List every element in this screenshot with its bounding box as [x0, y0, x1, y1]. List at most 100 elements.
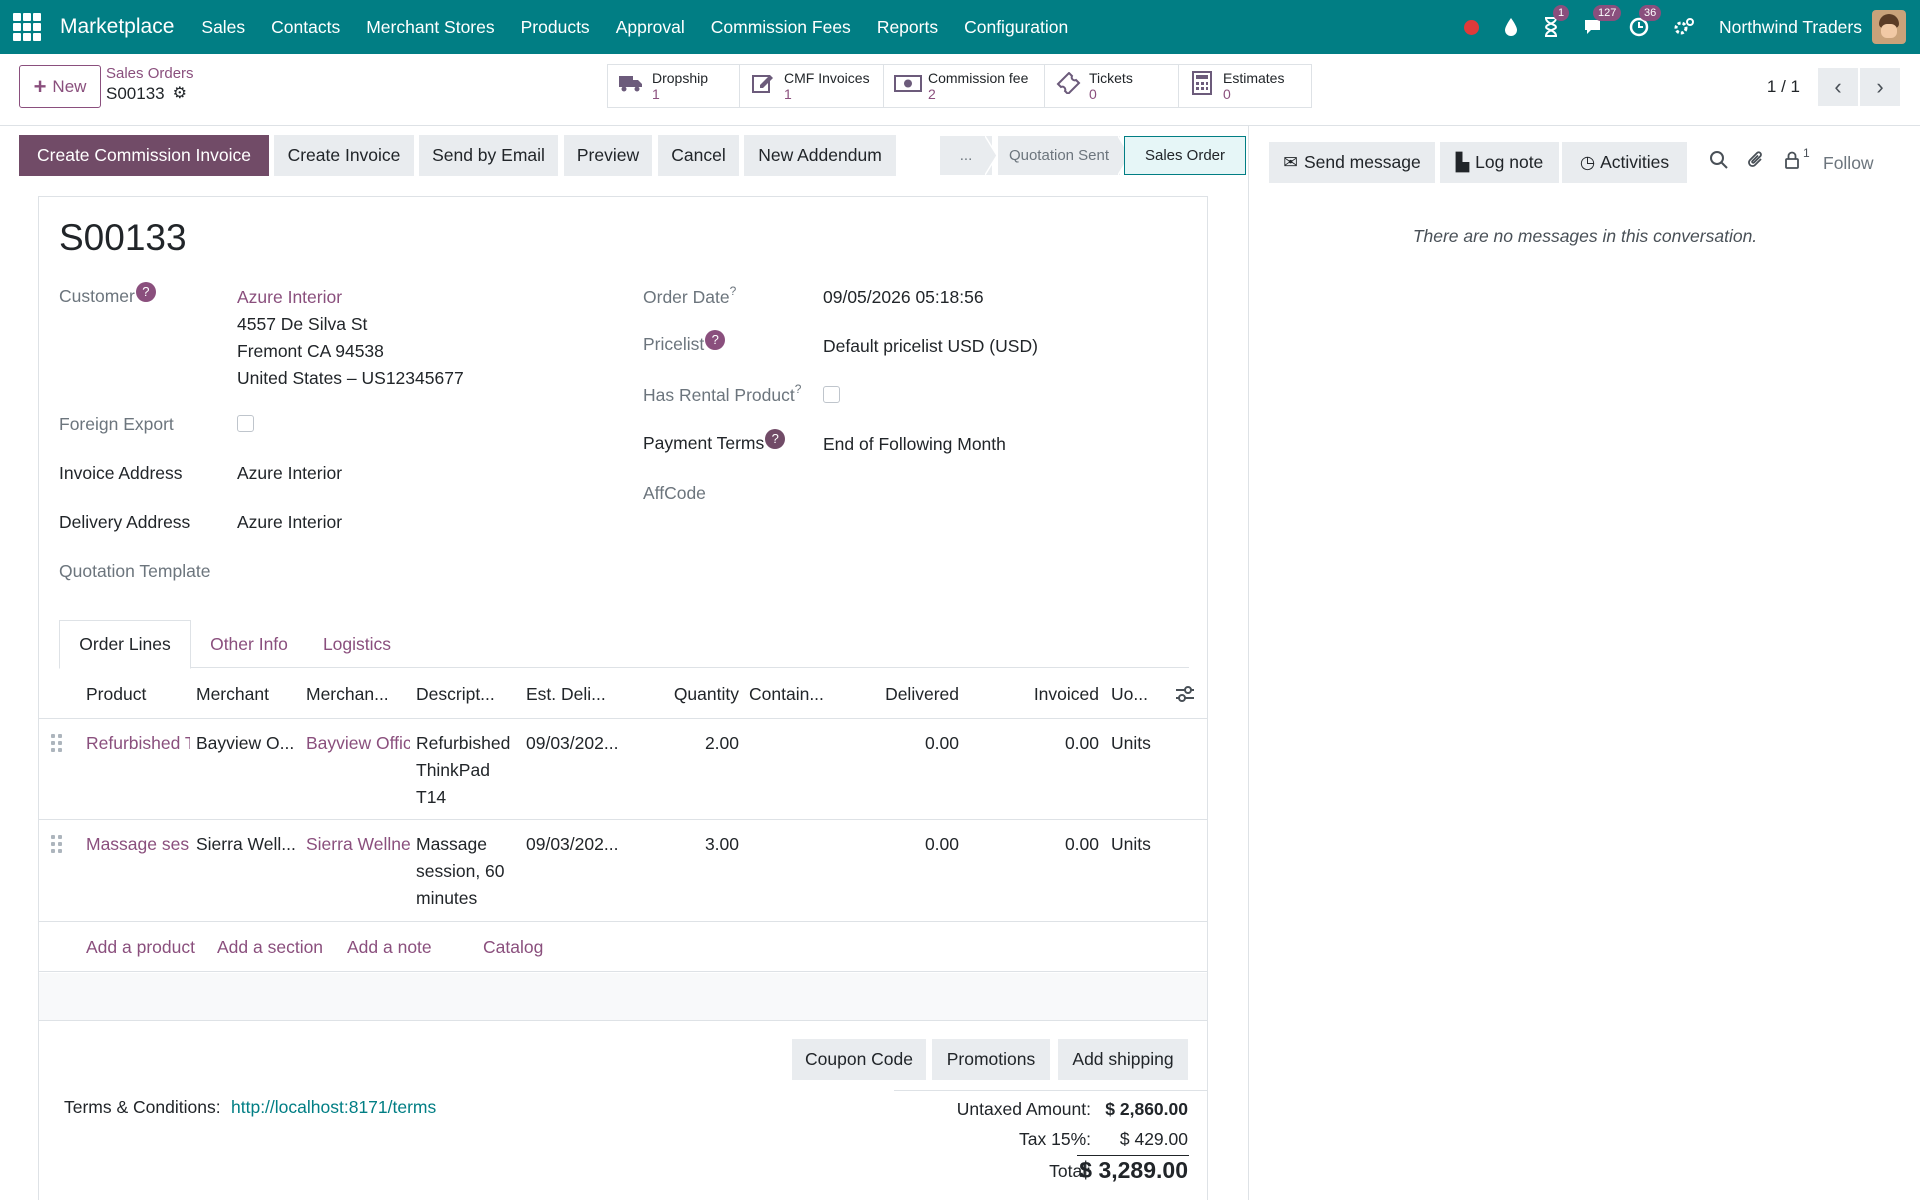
droplet-icon[interactable] — [1503, 17, 1519, 37]
cell-product[interactable]: Refurbished T — [86, 733, 190, 753]
menu-products[interactable]: Products — [520, 16, 590, 37]
activities-button[interactable]: ◷ Activities — [1562, 142, 1687, 183]
cell-description[interactable]: Massage session, 60 minutes — [416, 831, 520, 912]
payment-terms-field[interactable]: End of Following Month — [823, 434, 1006, 454]
add-shipping-button[interactable]: Add shipping — [1058, 1039, 1188, 1080]
cell-uom[interactable]: Units — [1111, 834, 1151, 854]
smart-button-cmf-invoices[interactable]: CMF Invoices 1 — [740, 65, 884, 107]
preview-button[interactable]: Preview — [564, 135, 652, 176]
recording-dot-icon[interactable] — [1464, 19, 1480, 35]
breadcrumb-parent[interactable]: Sales Orders — [106, 65, 194, 82]
cell-uom[interactable]: Units — [1111, 733, 1151, 753]
add-note-link[interactable]: Add a note — [347, 937, 432, 957]
smart-button-tickets[interactable]: Tickets 0 — [1045, 65, 1179, 107]
app-brand[interactable]: Marketplace — [60, 15, 175, 38]
drag-handle-icon[interactable] — [51, 734, 62, 752]
table-row[interactable]: Refurbished T Bayview O... Bayview Offic… — [39, 720, 1207, 820]
cell-product[interactable]: Massage ses — [86, 834, 190, 854]
foreign-export-checkbox[interactable] — [237, 415, 254, 432]
help-icon[interactable]: ? — [729, 284, 737, 298]
cancel-button[interactable]: Cancel — [658, 135, 739, 176]
column-uom[interactable]: Uo... — [1111, 684, 1148, 704]
hourglass-icon[interactable]: 1 — [1543, 5, 1570, 37]
column-product[interactable]: Product — [86, 684, 147, 704]
help-icon[interactable]: ? — [794, 382, 802, 396]
add-section-link[interactable]: Add a section — [217, 937, 324, 957]
tab-order-lines[interactable]: Order Lines — [59, 620, 191, 669]
menu-sales[interactable]: Sales — [201, 16, 246, 37]
coupon-code-button[interactable]: Coupon Code — [792, 1039, 926, 1080]
cell-merchant[interactable]: Bayview O... — [196, 733, 295, 753]
order-date-field[interactable]: 09/05/2026 05:18:56 — [823, 287, 984, 307]
column-container[interactable]: Contain... — [749, 684, 824, 704]
column-merchant-store[interactable]: Merchan... — [306, 684, 389, 704]
help-icon[interactable]: ? — [705, 330, 726, 350]
pager-value[interactable]: 1 / 1 — [1766, 77, 1800, 96]
stage-more[interactable]: ... — [940, 136, 992, 175]
menu-contacts[interactable]: Contacts — [271, 16, 341, 37]
drag-handle-icon[interactable] — [51, 835, 62, 853]
customer-field[interactable]: Azure Interior — [237, 287, 343, 307]
terms-conditions-link[interactable]: http://localhost:8171/terms — [231, 1097, 437, 1117]
smart-button-dropship[interactable]: Dropship 1 — [608, 65, 740, 107]
send-by-email-button[interactable]: Send by Email — [419, 135, 558, 176]
pager-next-icon[interactable]: › — [1860, 68, 1900, 106]
menu-merchant-stores[interactable]: Merchant Stores — [366, 16, 495, 37]
menu-reports[interactable]: Reports — [876, 16, 939, 37]
tab-other-info[interactable]: Other Info — [210, 634, 288, 654]
send-message-button[interactable]: ✉ Send message — [1269, 142, 1435, 183]
menu-configuration[interactable]: Configuration — [964, 16, 1069, 37]
paperclip-icon[interactable] — [1747, 150, 1765, 176]
cell-delivered[interactable]: 0.00 — [924, 834, 959, 854]
new-button[interactable]: + New — [19, 65, 101, 108]
optional-columns-icon[interactable] — [1175, 669, 1201, 719]
invoice-address-field[interactable]: Azure Interior — [237, 463, 343, 483]
add-product-link[interactable]: Add a product — [86, 937, 195, 957]
column-description[interactable]: Descript... — [416, 684, 495, 704]
column-delivered[interactable]: Delivered — [885, 684, 959, 704]
cell-description[interactable]: Refurbished ThinkPad T14 — [416, 730, 520, 811]
follow-button[interactable]: Follow — [1823, 153, 1874, 173]
promotions-button[interactable]: Promotions — [932, 1039, 1050, 1080]
pricelist-field[interactable]: Default pricelist USD (USD) — [823, 336, 1038, 356]
stage-quotation-sent[interactable]: Quotation Sent — [998, 136, 1120, 175]
log-note-button[interactable]: ▙ Log note — [1440, 142, 1559, 183]
menu-approval[interactable]: Approval — [615, 16, 685, 37]
column-est-delivery[interactable]: Est. Deli... — [526, 684, 606, 704]
cell-merchant[interactable]: Sierra Well... — [196, 834, 296, 854]
search-icon[interactable] — [1709, 150, 1729, 176]
followers-lock-icon[interactable] — [1783, 150, 1801, 176]
create-invoice-button[interactable]: Create Invoice — [274, 135, 414, 176]
chat-icon[interactable]: 127 — [1583, 5, 1622, 37]
cell-quantity[interactable]: 3.00 — [704, 834, 739, 854]
cell-merchant-store[interactable]: Bayview Offic — [306, 733, 410, 753]
pager-previous-icon[interactable]: ‹ — [1818, 68, 1858, 106]
cell-est-delivery[interactable]: 09/03/202... — [526, 733, 619, 753]
settings-gears-icon[interactable] — [1673, 17, 1695, 37]
column-merchant[interactable]: Merchant — [196, 684, 269, 704]
delivery-address-field[interactable]: Azure Interior — [237, 512, 343, 532]
smart-button-estimates[interactable]: Estimates 0 — [1179, 65, 1311, 107]
has-rental-checkbox[interactable] — [823, 386, 840, 403]
cell-est-delivery[interactable]: 09/03/202... — [526, 834, 619, 854]
smart-button-commission-fee[interactable]: Commission fee 2 — [884, 65, 1045, 107]
user-avatar[interactable] — [1872, 10, 1906, 44]
menu-commission-fees[interactable]: Commission Fees — [710, 16, 851, 37]
company-switcher[interactable]: Northwind Traders — [1719, 16, 1862, 37]
gear-icon[interactable]: ⚙ — [172, 85, 187, 102]
apps-menu-icon[interactable] — [0, 0, 54, 54]
new-addendum-button[interactable]: New Addendum — [744, 135, 896, 176]
stage-sales-order[interactable]: Sales Order — [1124, 136, 1246, 175]
create-commission-invoice-button[interactable]: Create Commission Invoice — [19, 135, 269, 176]
table-row[interactable]: Massage ses Sierra Well... Sierra Wellne… — [39, 821, 1207, 922]
cell-delivered[interactable]: 0.00 — [924, 733, 959, 753]
column-invoiced[interactable]: Invoiced — [1033, 684, 1099, 704]
catalog-link[interactable]: Catalog — [483, 937, 544, 957]
column-quantity[interactable]: Quantity — [673, 684, 739, 704]
cell-merchant-store[interactable]: Sierra Wellne — [306, 834, 410, 854]
cell-quantity[interactable]: 2.00 — [704, 733, 739, 753]
help-icon[interactable]: ? — [135, 282, 156, 302]
tab-logistics[interactable]: Logistics — [322, 634, 392, 654]
help-icon[interactable]: ? — [765, 429, 786, 449]
clock-icon[interactable]: 36 — [1629, 5, 1662, 37]
